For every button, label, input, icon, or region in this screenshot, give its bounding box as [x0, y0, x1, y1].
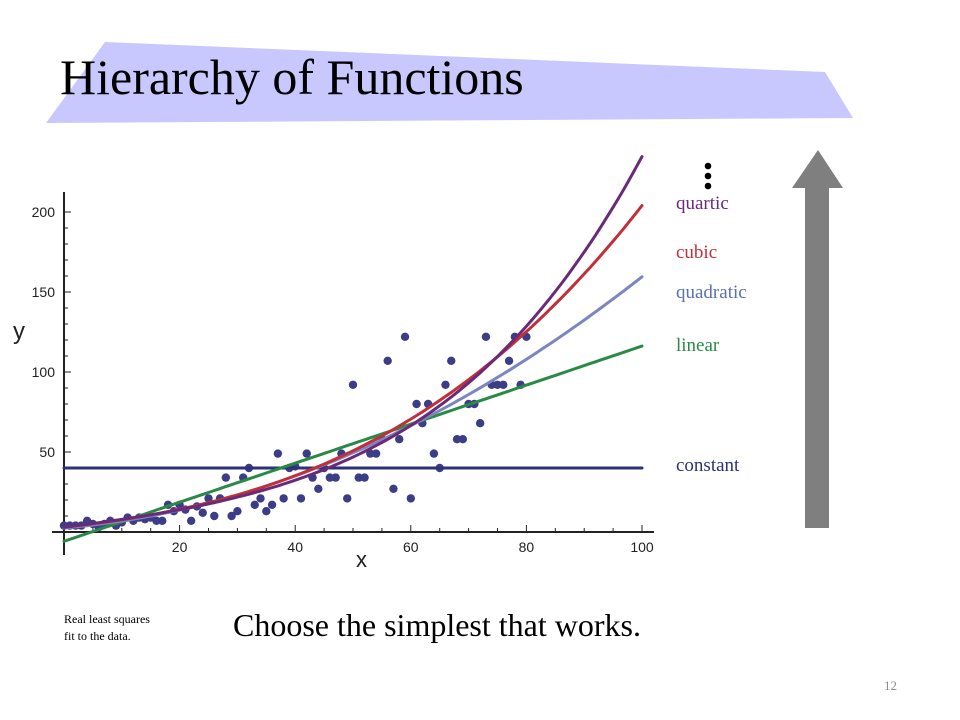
linear-curve: [62, 344, 644, 543]
footnote: Real least squares fit to the data.: [64, 612, 150, 643]
y-axis-label: y: [13, 318, 25, 345]
data-point: [210, 511, 219, 521]
data-point: [262, 507, 271, 516]
data-point: [429, 449, 439, 458]
data-point: [273, 449, 283, 458]
data-point: [447, 356, 456, 365]
data-point: [325, 473, 335, 482]
x-tick-label: 80: [519, 539, 535, 555]
data-point: [400, 332, 410, 341]
data-point: [256, 494, 265, 503]
data-point: [233, 507, 242, 516]
y-tick-label: 50: [39, 444, 55, 460]
quartic-curve: [62, 155, 644, 529]
data-point: [250, 500, 259, 509]
data-point: [302, 449, 311, 458]
legend-quartic: quartic: [676, 193, 729, 214]
x-tick-label: 40: [287, 539, 303, 555]
y-tick-label: 100: [32, 364, 56, 380]
data-point: [227, 511, 236, 521]
legend-cubic: cubic: [676, 242, 718, 263]
data-point: [267, 500, 277, 509]
x-axis-label: x: [356, 547, 367, 572]
slide-title: Hierarchy of Functions: [60, 49, 524, 105]
data-point: [221, 473, 231, 482]
data-point: [493, 380, 502, 389]
page-number: 12: [884, 678, 897, 693]
legend-linear: linear: [676, 335, 720, 356]
data-point: [366, 449, 375, 458]
quadratic-curve: [62, 275, 644, 530]
data-point: [354, 473, 363, 482]
data-point: [452, 435, 462, 444]
x-tick-label: 60: [403, 539, 419, 555]
y-tick-label: 200: [32, 204, 56, 220]
data-point: [348, 380, 358, 389]
data-point: [406, 494, 415, 503]
vertical-ellipsis-icon: [704, 162, 712, 190]
data-point: [499, 380, 508, 389]
data-point: [204, 494, 213, 503]
data-point: [389, 484, 398, 493]
data-point: [343, 494, 352, 503]
data-point: [371, 449, 381, 458]
data-point: [314, 484, 323, 493]
y-tick-label: 150: [32, 284, 56, 300]
data-point: [475, 419, 485, 428]
cubic-curve: [62, 204, 644, 529]
data-point: [158, 516, 167, 525]
data-point: [383, 356, 392, 365]
data-point: [198, 508, 207, 517]
x-tick-label: 20: [172, 539, 188, 555]
data-point: [296, 494, 306, 503]
fit-curves: [62, 155, 644, 543]
data-point: [412, 399, 421, 409]
data-point: [152, 516, 161, 525]
title-banner: [46, 42, 853, 123]
data-point: [395, 435, 404, 444]
data-point: [458, 435, 468, 444]
subtitle: Choose the simplest that works.: [233, 607, 641, 643]
data-point: [279, 494, 288, 503]
data-points: [59, 332, 531, 532]
data-point: [331, 473, 340, 482]
data-point: [441, 380, 450, 389]
axes: [52, 192, 654, 555]
x-tick-label: 100: [630, 539, 654, 555]
data-point: [504, 356, 514, 365]
legend-quadratic: quadratic: [676, 282, 747, 303]
legend-constant: constant: [676, 455, 740, 476]
data-point: [360, 473, 369, 482]
tick-labels: 20 40 60 80 100 50 100 150 200: [32, 204, 654, 555]
data-point: [481, 332, 491, 341]
data-point: [186, 516, 196, 525]
up-arrow-icon: [792, 150, 843, 528]
